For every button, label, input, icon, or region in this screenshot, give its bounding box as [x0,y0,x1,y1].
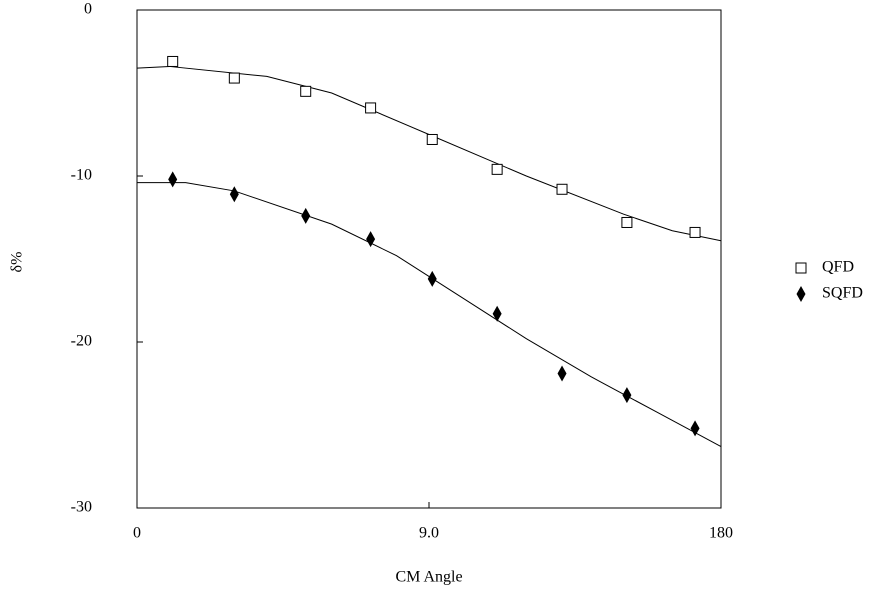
data-point [426,133,438,145]
data-point [228,72,240,84]
legend-marker [795,262,807,274]
data-point [557,365,567,382]
data-point [167,55,179,67]
fit-curve [136,65,722,242]
data-point [556,183,568,195]
x-tick-label: 180 [709,525,733,542]
y-axis-label: δ% [9,252,26,273]
legend-marker [796,286,806,302]
data-point [621,216,633,228]
data-point [622,387,632,404]
data-point [366,231,376,248]
legend-label: QFD [822,259,854,276]
data-point [491,163,503,175]
y-tick-label: -20 [71,333,92,350]
x-tick-label: 0 [133,525,141,542]
data-point [168,171,178,188]
y-tick-label: 0 [84,1,92,18]
data-point [690,420,700,437]
data-point [301,207,311,224]
data-point [427,270,437,287]
legend-label: SQFD [822,285,863,302]
data-point [689,226,701,238]
data-point [492,305,502,322]
data-point [300,85,312,97]
data-point [229,186,239,203]
data-point [365,102,377,114]
x-axis-label: CM Angle [395,569,462,586]
y-tick-label: -10 [71,167,92,184]
plot-frame [136,9,722,509]
y-tick-label: -30 [71,499,92,516]
x-tick-label: 9.0 [419,525,439,542]
fit-curve [137,182,722,448]
